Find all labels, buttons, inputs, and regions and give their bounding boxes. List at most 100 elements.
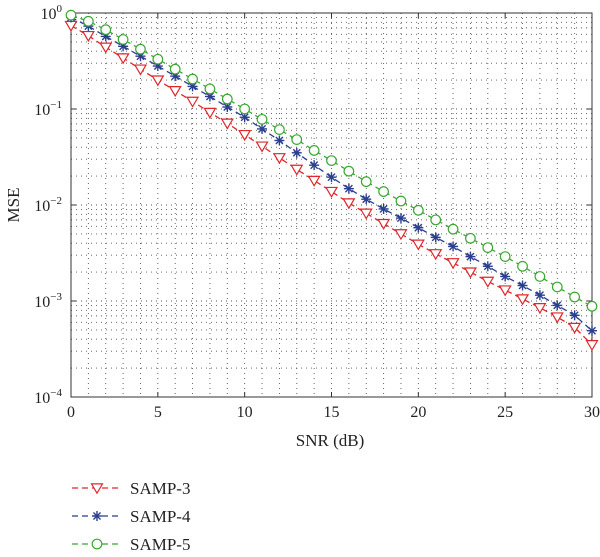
legend-marker	[92, 511, 102, 521]
data-point	[446, 258, 460, 270]
y-tick-label: 10−2	[34, 195, 62, 215]
data-point	[257, 123, 268, 134]
y-tick-label: 10−1	[34, 99, 62, 119]
data-point	[429, 249, 443, 261]
data-point	[65, 9, 77, 21]
star-stroke	[258, 124, 267, 133]
data-point	[222, 101, 233, 112]
star-stroke	[553, 301, 562, 310]
data-point	[307, 175, 321, 187]
data-point	[412, 204, 424, 216]
x-tick-label: 5	[154, 404, 162, 421]
x-tick-label: 10	[237, 404, 253, 421]
star-stroke	[240, 113, 249, 122]
data-point	[116, 53, 130, 65]
data-point	[342, 198, 356, 210]
x-tick-label: 20	[410, 404, 426, 421]
series-samp-4	[66, 12, 597, 336]
star-stroke	[570, 311, 579, 320]
legend-entry: SAMP-4	[72, 507, 191, 526]
data-point	[291, 147, 302, 158]
y-axis-label: MSE	[4, 188, 23, 223]
data-point	[395, 195, 407, 207]
data-point	[481, 276, 495, 288]
data-point	[272, 153, 286, 165]
legend-label: SAMP-5	[130, 535, 190, 554]
data-point	[585, 340, 599, 352]
star-stroke	[205, 92, 214, 101]
data-point	[377, 218, 391, 231]
legend-entry: SAMP-5	[72, 535, 190, 554]
legend-label: SAMP-3	[130, 479, 190, 498]
data-point	[326, 155, 337, 167]
star-stroke	[223, 102, 232, 111]
data-point	[81, 30, 95, 43]
star-stroke	[379, 204, 388, 213]
data-point	[82, 15, 94, 27]
grid-lines	[71, 13, 592, 397]
data-point	[448, 241, 459, 252]
data-point	[463, 267, 477, 279]
data-point	[447, 223, 459, 235]
legend-label: SAMP-4	[130, 507, 191, 526]
x-axis-label: SNR (dB)	[296, 431, 364, 450]
data-point	[290, 164, 304, 176]
data-point	[378, 186, 390, 197]
star-stroke	[535, 291, 544, 300]
data-point	[568, 322, 582, 334]
data-point	[378, 203, 389, 214]
data-point	[187, 73, 198, 85]
star-stroke	[466, 252, 475, 261]
data-point	[359, 208, 373, 220]
data-point	[169, 63, 181, 75]
star-stroke	[414, 223, 423, 232]
series-samp-3	[64, 20, 599, 352]
data-point	[395, 213, 406, 224]
legend-marker	[91, 538, 103, 550]
data-point	[465, 232, 476, 244]
data-point	[500, 271, 511, 282]
star-stroke	[292, 148, 301, 157]
star-stroke	[431, 233, 440, 242]
data-point	[534, 290, 545, 301]
data-point	[186, 96, 200, 108]
data-point	[586, 300, 598, 312]
data-point	[569, 291, 581, 303]
star-stroke	[449, 242, 458, 251]
data-point	[552, 300, 563, 311]
data-point	[517, 260, 528, 272]
data-point	[117, 34, 129, 45]
y-tick-label: 100	[41, 3, 63, 23]
star-stroke	[518, 281, 527, 290]
data-point	[99, 42, 113, 54]
star-stroke	[275, 136, 284, 145]
y-tick-label: 10−3	[34, 291, 62, 311]
star-stroke	[483, 262, 492, 271]
star-stroke	[92, 511, 102, 521]
data-point	[569, 310, 580, 321]
data-point	[326, 172, 337, 183]
star-stroke	[344, 184, 353, 193]
data-point	[394, 229, 408, 241]
data-point	[238, 129, 252, 142]
data-point	[274, 135, 285, 146]
legend: SAMP-3 SAMP-4 SAMP-5	[72, 479, 191, 554]
x-tick-label: 15	[324, 404, 340, 421]
data-point	[515, 294, 530, 306]
data-point	[482, 261, 493, 272]
axis-ticks: 0 5 10 15 20 25 30 100 10−1 10−2 10−3 10−4	[34, 3, 600, 421]
data-point	[360, 176, 372, 188]
data-point	[343, 165, 355, 177]
star-stroke	[501, 272, 510, 281]
data-point	[256, 113, 268, 125]
data-point	[274, 124, 285, 136]
data-point	[551, 281, 563, 293]
star-stroke	[188, 82, 197, 91]
data-point	[64, 20, 78, 32]
data-point	[499, 251, 511, 263]
data-point	[517, 280, 528, 291]
data-point	[587, 325, 597, 336]
data-point	[100, 24, 112, 36]
x-tick-label: 0	[67, 404, 75, 421]
